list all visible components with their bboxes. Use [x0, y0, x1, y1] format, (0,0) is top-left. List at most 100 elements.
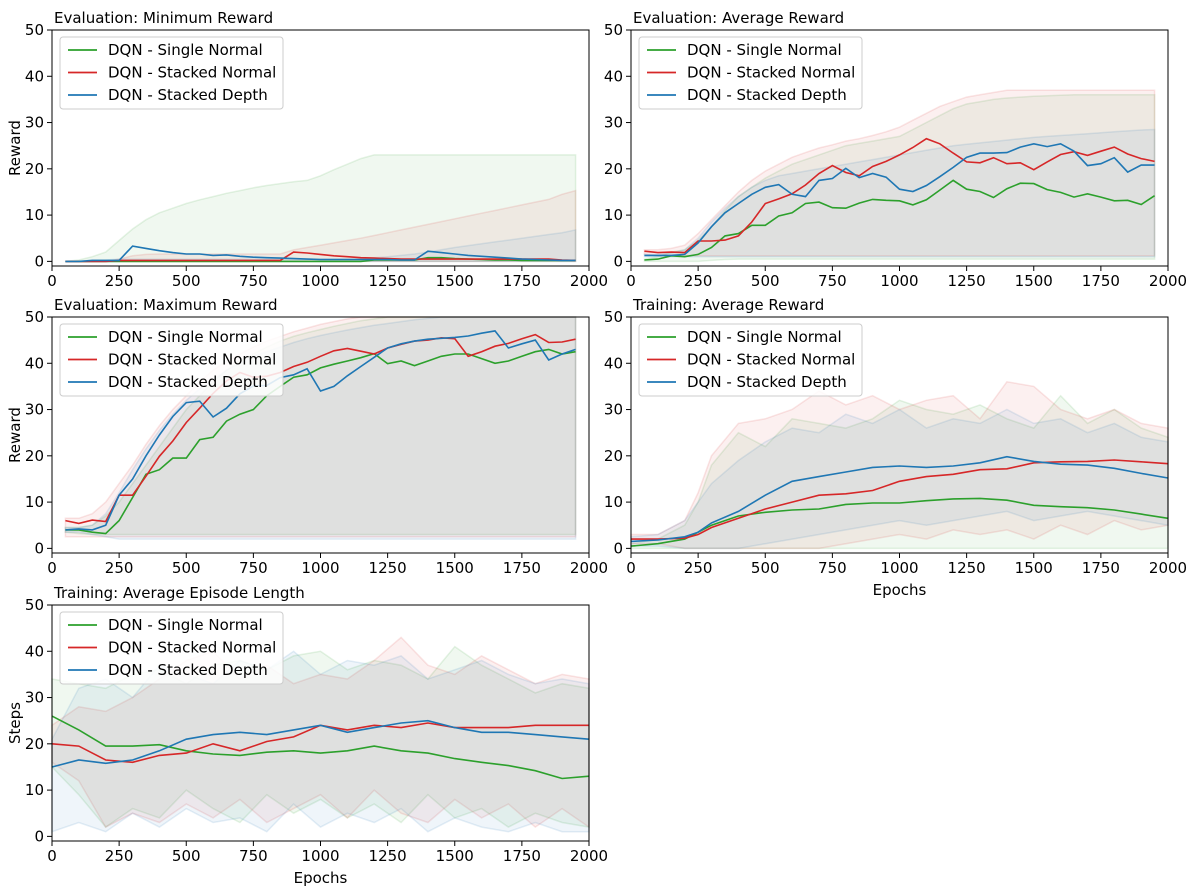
x-tick-label: 2000 [570, 847, 608, 865]
x-tick-label: 250 [684, 272, 713, 290]
x-tick-label: 1750 [503, 272, 541, 290]
line-stacked-depth [65, 330, 576, 531]
x-tick-label: 1750 [1082, 272, 1120, 290]
x-tick-label: 1000 [301, 559, 339, 577]
x-tick-label: 2000 [1149, 559, 1187, 577]
legend-box [59, 36, 284, 110]
legend-label-single-normal: DQN - Single Normal [108, 616, 263, 634]
legend-label-stacked-depth: DQN - Stacked Depth [108, 661, 268, 679]
x-tick-label: 750 [239, 272, 268, 290]
x-tick-label: 1750 [503, 847, 541, 865]
x-tick-label: 750 [818, 559, 847, 577]
y-axis-label: Reward [6, 120, 24, 176]
chart-eval-min-reward: 0 250 500 750 1000 1250 1500 1750 2000 0 10 20 30 40 5… [6, 9, 608, 290]
x-tick-label: 1250 [369, 847, 407, 865]
x-tick-label: 1500 [436, 559, 474, 577]
x-tick-label: 1250 [369, 272, 407, 290]
line-stacked-normal [65, 251, 576, 263]
legend-label-stacked-normal: DQN - Stacked Normal [108, 639, 276, 657]
x-tick-label: 250 [105, 559, 134, 577]
legend-label-single-normal: DQN - Single Normal [108, 328, 263, 346]
panel-title: Evaluation: Maximum Reward [54, 296, 278, 314]
y-tick-label: 30 [25, 114, 44, 132]
y-tick-label: 20 [25, 735, 44, 753]
band-stacked-normal [643, 89, 1156, 257]
line-stacked-normal [631, 459, 1169, 540]
panel-title: Training: Average Episode Length [53, 584, 305, 602]
legend-label-single-normal: DQN - Single Normal [108, 41, 263, 59]
x-tick-label: 1500 [436, 272, 474, 290]
legend: DQN - Single Normal DQN - Stacked Normal D… [59, 611, 284, 685]
x-tick-label: 1250 [369, 559, 407, 577]
y-tick-label: 10 [25, 493, 44, 511]
y-tick-label: 40 [604, 354, 623, 372]
y-tick-label: 40 [25, 67, 44, 85]
legend-label-stacked-normal: DQN - Stacked Normal [687, 351, 855, 369]
legend: DQN - Single Normal DQN - Stacked Normal D… [638, 323, 863, 397]
x-tick-label: 1250 [948, 559, 986, 577]
y-tick-label: 50 [25, 21, 44, 39]
y-axis-label: Reward [6, 407, 24, 463]
panel-title: Evaluation: Minimum Reward [54, 9, 273, 27]
chart-eval-avg-reward: 0 250 500 750 1000 1250 1500 1750 2000 0 10 20 30 40 5… [604, 9, 1187, 290]
line-stacked-depth [65, 245, 576, 263]
line-single-normal [644, 179, 1156, 261]
legend-box [59, 323, 284, 397]
line-stacked-normal [644, 137, 1155, 254]
legend: DQN - Single Normal DQN - Stacked Normal D… [59, 36, 284, 110]
x-tick-label: 0 [626, 272, 636, 290]
x-tick-label: 500 [172, 559, 201, 577]
chart-train-avg-episode-length: 0 250 500 750 1000 1250 1500 1750 2000 0 10 20 30 40 5… [6, 584, 608, 887]
y-tick-label: 30 [25, 401, 44, 419]
x-tick-label: 500 [751, 559, 780, 577]
y-axis-label: Steps [6, 702, 24, 744]
y-tick-label: 30 [25, 689, 44, 707]
x-tick-label: 1500 [1015, 272, 1053, 290]
y-tick-label: 10 [25, 781, 44, 799]
x-tick-label: 0 [47, 559, 57, 577]
y-tick-label: 0 [613, 539, 623, 557]
line-stacked-depth [51, 719, 590, 768]
legend: DQN - Single Normal DQN - Stacked Normal D… [59, 323, 284, 397]
y-tick-label: 0 [34, 827, 44, 845]
x-tick-label: 250 [105, 847, 134, 865]
y-tick-label: 0 [34, 252, 44, 270]
line-stacked-normal [65, 333, 576, 525]
legend-box [638, 323, 863, 397]
line-stacked-depth [630, 455, 1169, 543]
y-tick-label: 20 [25, 447, 44, 465]
legend-label-stacked-depth: DQN - Stacked Depth [108, 373, 268, 391]
legend-label-stacked-depth: DQN - Stacked Depth [108, 86, 268, 104]
legend-box [638, 36, 863, 110]
y-tick-label: 0 [34, 539, 44, 557]
band-stacked-depth [643, 128, 1156, 258]
x-tick-label: 1750 [503, 559, 541, 577]
x-tick-label: 500 [751, 272, 780, 290]
legend: DQN - Single Normal DQN - Stacked Normal D… [638, 36, 863, 110]
legend-label-stacked-normal: DQN - Stacked Normal [108, 351, 276, 369]
y-tick-label: 30 [604, 401, 623, 419]
y-tick-label: 40 [25, 354, 44, 372]
x-tick-label: 1500 [436, 847, 474, 865]
x-tick-label: 0 [47, 847, 57, 865]
y-tick-label: 50 [25, 308, 44, 326]
x-axis-label: Epochs [873, 581, 927, 599]
y-tick-label: 40 [25, 642, 44, 660]
x-tick-label: 1250 [948, 272, 986, 290]
legend-label-stacked-normal: DQN - Stacked Normal [687, 64, 855, 82]
panel-title: Training: Average Reward [632, 296, 824, 314]
legend-label-single-normal: DQN - Single Normal [687, 41, 842, 59]
y-tick-label: 20 [604, 447, 623, 465]
legend-label-stacked-normal: DQN - Stacked Normal [108, 64, 276, 82]
x-tick-label: 250 [684, 559, 713, 577]
y-tick-label: 10 [25, 206, 44, 224]
x-tick-label: 250 [105, 272, 134, 290]
x-tick-label: 2000 [1149, 272, 1187, 290]
x-tick-label: 1000 [301, 272, 339, 290]
x-tick-label: 2000 [570, 559, 608, 577]
x-tick-label: 1000 [880, 559, 918, 577]
y-tick-label: 20 [604, 160, 623, 178]
x-tick-label: 0 [47, 272, 57, 290]
x-tick-label: 500 [172, 847, 201, 865]
